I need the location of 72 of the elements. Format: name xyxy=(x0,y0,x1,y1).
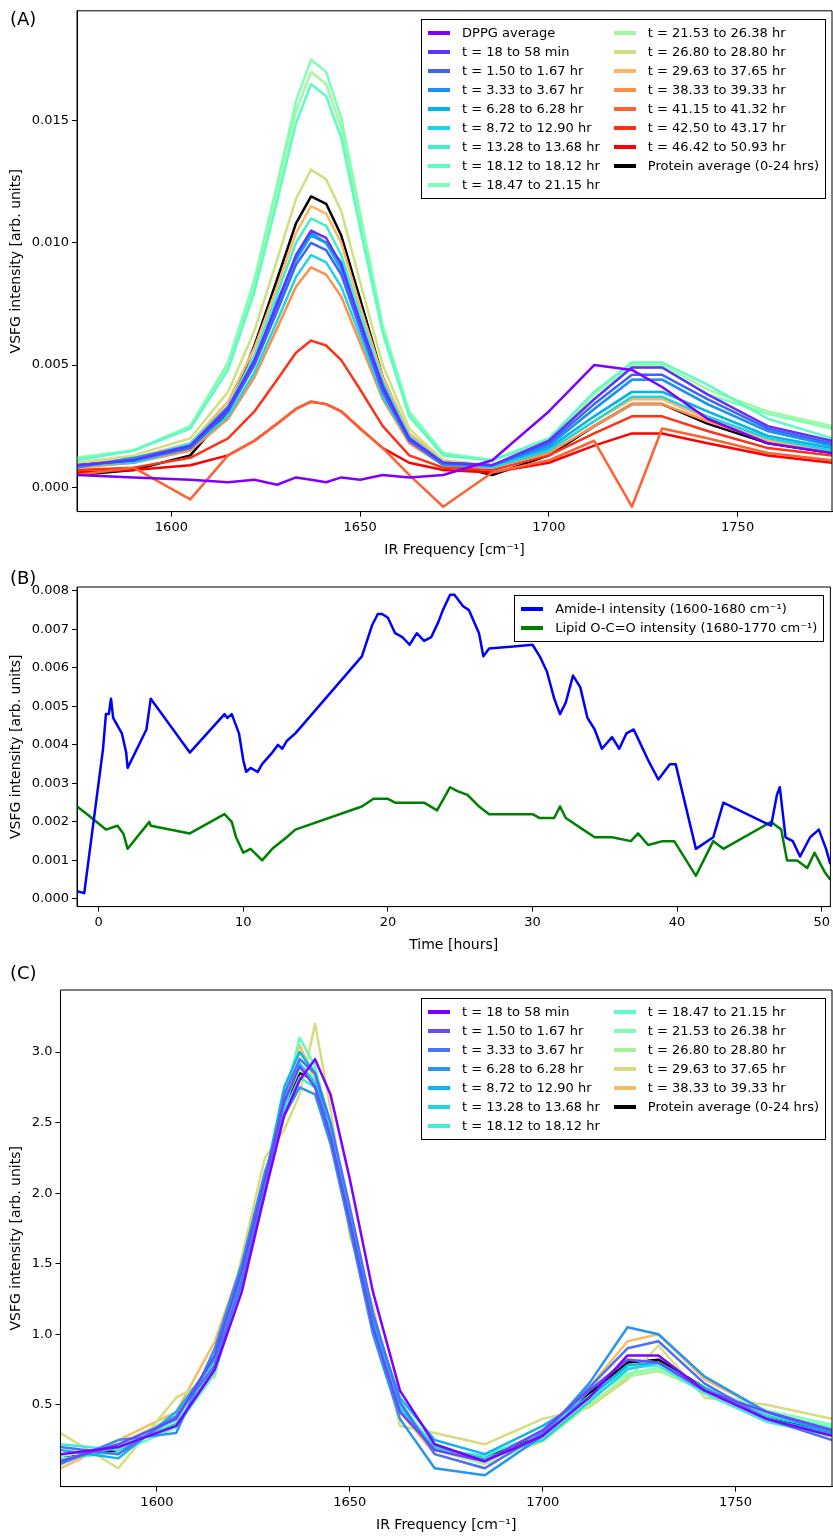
x-tick-label: 1700 xyxy=(532,518,566,534)
legend-label: Protein average (0-24 hrs) xyxy=(647,1098,819,1116)
legend-label: t = 18.12 to 18.12 hr xyxy=(462,156,600,175)
y-axis-title: VSFG intensity [arb. units] xyxy=(7,168,24,354)
legend-label: t = 38.33 to 39.33 hr xyxy=(647,80,786,99)
y-tick-label: 1.5 xyxy=(31,1255,53,1271)
y-tick-label: 0.003 xyxy=(31,774,70,790)
y-tick-label: 3.0 xyxy=(31,1043,53,1059)
y-tick-label: 0.000 xyxy=(31,478,70,494)
y-tick-label: 0.005 xyxy=(31,356,70,372)
legend-label: t = 42.50 to 43.17 hr xyxy=(647,118,786,137)
x-tick-label: 1600 xyxy=(154,518,188,534)
x-tick-label: 1700 xyxy=(526,1493,560,1509)
legend-label: t = 6.28 to 6.28 hr xyxy=(462,99,584,118)
y-tick-label: 2.5 xyxy=(31,1113,53,1129)
x-axis-title: Time [hours] xyxy=(408,936,499,953)
legend-label: t = 3.33 to 3.67 hr xyxy=(462,80,584,99)
x-tick-label: 50 xyxy=(813,913,830,929)
legend-label: t = 29.63 to 37.65 hr xyxy=(647,1060,786,1078)
legend-label: t = 21.53 to 26.38 hr xyxy=(647,1022,786,1040)
legend-label: t = 26.80 to 28.80 hr xyxy=(647,42,786,61)
legend-label: Amide-I intensity (1600-1680 cm⁻¹) xyxy=(555,600,787,618)
legend-label: t = 26.80 to 28.80 hr xyxy=(647,1041,786,1059)
y-tick-label: 0.5 xyxy=(31,1396,53,1412)
legend-label: t = 38.33 to 39.33 hr xyxy=(647,1079,786,1097)
x-tick-label: 10 xyxy=(235,913,252,929)
legend-label: t = 3.33 to 3.67 hr xyxy=(462,1041,584,1059)
legend-label: t = 6.28 to 6.28 hr xyxy=(462,1060,584,1078)
x-tick-label: 1750 xyxy=(719,1493,753,1509)
legend-label: t = 8.72 to 12.90 hr xyxy=(462,1079,592,1097)
x-tick-label: 1600 xyxy=(140,1493,174,1509)
y-axis-title: VSFG intensity [arb. units] xyxy=(7,1146,24,1331)
legend-label: t = 29.63 to 37.65 hr xyxy=(647,61,786,80)
legend-label: DPPG average xyxy=(462,23,556,42)
y-tick-label: 0.007 xyxy=(31,620,70,636)
legend-label: t = 1.50 to 1.67 hr xyxy=(462,1022,584,1040)
chart-title: (C) xyxy=(10,962,37,983)
legend-label: t = 1.50 to 1.67 hr xyxy=(462,61,584,80)
y-tick-label: 0.002 xyxy=(31,813,70,829)
x-tick-label: 1650 xyxy=(333,1493,367,1509)
x-axis-title: IR Frequency [cm⁻¹] xyxy=(384,541,525,558)
legend-label: t = 8.72 to 12.90 hr xyxy=(462,118,592,137)
y-tick-label: 0.015 xyxy=(31,112,70,128)
legend-label: t = 18 to 58 min xyxy=(462,42,570,61)
x-tick-label: 0 xyxy=(94,913,103,929)
y-tick-label: 0.006 xyxy=(31,659,70,675)
legend-label: t = 41.15 to 41.32 hr xyxy=(647,99,786,118)
y-tick-label: 1.0 xyxy=(31,1325,53,1341)
legend-label: t = 18.47 to 21.15 hr xyxy=(647,1003,786,1021)
y-tick-label: 0.004 xyxy=(31,736,70,752)
x-tick-label: 1650 xyxy=(343,518,377,534)
x-tick-label: 1750 xyxy=(721,518,755,534)
x-tick-label: 40 xyxy=(668,913,686,929)
legend-label: t = 18 to 58 min xyxy=(462,1003,570,1021)
y-axis-title: VSFG intensity [arb. units] xyxy=(7,654,24,840)
legend-label: t = 18.12 to 18.12 hr xyxy=(462,1117,600,1135)
x-tick-label: 30 xyxy=(524,913,541,929)
legend-label: Protein average (0-24 hrs) xyxy=(647,156,819,175)
x-tick-label: 20 xyxy=(379,913,397,929)
chart-title: (A) xyxy=(10,8,37,29)
legend-label: Lipid O-C=O intensity (1680-1770 cm⁻¹) xyxy=(555,619,818,637)
y-tick-label: 0.001 xyxy=(31,851,70,867)
legend-label: t = 13.28 to 13.68 hr xyxy=(462,1098,600,1116)
x-axis-title: IR Frequency [cm⁻¹] xyxy=(376,1516,517,1533)
legend-label: t = 18.47 to 21.15 hr xyxy=(462,175,600,194)
legend-label: t = 13.28 to 13.68 hr xyxy=(462,137,600,156)
y-tick-label: 2.0 xyxy=(31,1184,53,1200)
legend-label: t = 21.53 to 26.38 hr xyxy=(647,23,786,42)
legend-label: t = 46.42 to 50.93 hr xyxy=(647,137,786,156)
y-tick-label: 0.000 xyxy=(31,890,70,906)
y-tick-label: 0.005 xyxy=(31,697,70,713)
y-tick-label: 0.010 xyxy=(31,234,70,250)
